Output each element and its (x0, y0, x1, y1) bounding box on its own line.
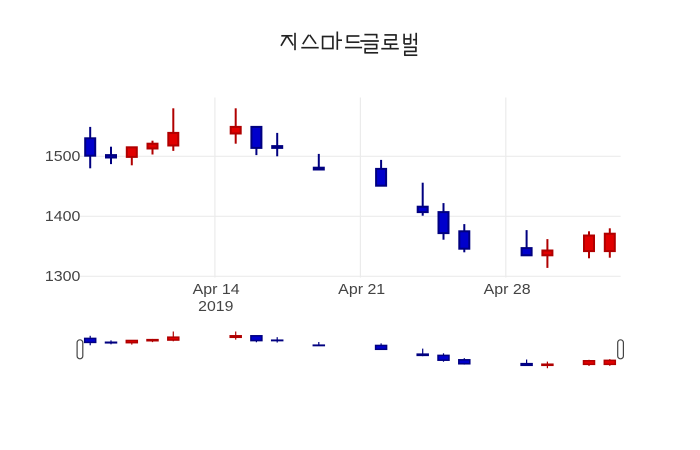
svg-text:1300: 1300 (45, 269, 81, 285)
svg-text:2019: 2019 (198, 299, 233, 315)
svg-text:Apr 28: Apr 28 (484, 282, 531, 298)
svg-text:1400: 1400 (45, 209, 81, 225)
svg-text:Apr 14: Apr 14 (193, 282, 240, 298)
svg-text:1500: 1500 (45, 149, 81, 165)
svg-text:Apr 21: Apr 21 (338, 282, 385, 298)
